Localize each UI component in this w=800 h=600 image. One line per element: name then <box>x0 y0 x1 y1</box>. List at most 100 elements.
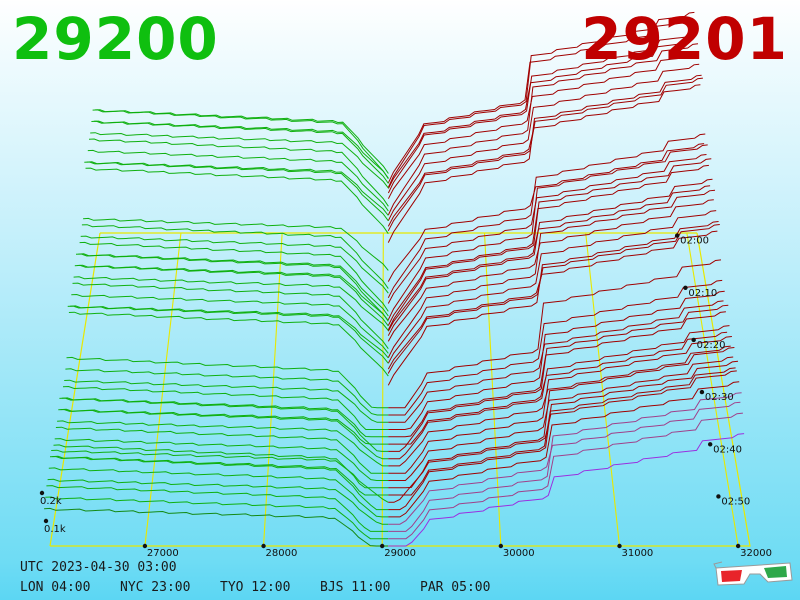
bid-curve <box>71 293 389 354</box>
price-tick-mark <box>142 543 148 549</box>
ask-curve <box>387 39 694 189</box>
utc-time: UTC 2023-04-30 03:00 <box>20 560 177 575</box>
ask-curve <box>387 185 711 332</box>
ask-curve <box>387 210 717 364</box>
ask-curve <box>387 154 707 304</box>
city-time-tyo: TYO 12:00 <box>220 580 291 595</box>
bid-curve <box>64 379 389 423</box>
price-tick-mark <box>617 543 622 549</box>
ask-curve <box>388 311 726 438</box>
bid-curve <box>73 276 389 331</box>
bid-curve <box>66 356 389 409</box>
ask-curve <box>387 158 712 331</box>
volume-tick-mark <box>43 518 49 524</box>
time-tick-label: 02:50 <box>721 496 750 507</box>
bid-curve <box>78 253 389 317</box>
ask-curve <box>387 18 692 184</box>
bid-curve <box>51 449 389 503</box>
bid-curve <box>65 368 389 416</box>
bid-curve <box>90 132 389 189</box>
ask-curve <box>388 336 732 474</box>
grid-line-price <box>686 232 739 547</box>
bid-curve <box>88 138 389 207</box>
ask-curve <box>388 279 723 416</box>
bid-curve <box>75 253 389 322</box>
bid-curve <box>46 485 389 532</box>
ask-curve <box>387 52 697 199</box>
bid-curve <box>68 311 389 377</box>
time-tick-mark <box>683 285 688 290</box>
grid-line-price <box>144 232 182 547</box>
time-tick-label: 02:20 <box>697 340 726 351</box>
ask-curve <box>387 74 702 243</box>
bid-curve <box>84 161 389 222</box>
bid-curve <box>72 282 389 349</box>
ask-curve <box>388 433 745 547</box>
ask-curve <box>388 331 728 445</box>
bid-curve <box>55 426 389 474</box>
volume-tick-label: 0.2k <box>40 496 62 507</box>
time-tick-label: 02:10 <box>688 288 717 299</box>
bid-curve <box>59 397 389 452</box>
bid-curve <box>81 224 389 289</box>
ask-curve <box>388 325 730 460</box>
bid-curve <box>47 478 389 525</box>
bid-curve <box>49 455 389 511</box>
time-tick-mark <box>691 337 696 343</box>
bid-curve <box>53 444 389 489</box>
ask-curve <box>388 259 722 409</box>
price-axis: 27000 28000 29000 30000 31000 32000 <box>142 543 772 559</box>
ask-curve <box>388 370 737 503</box>
grid-line-price <box>585 232 621 547</box>
time-tick-mark <box>716 494 721 499</box>
volume-tick-mark <box>39 490 45 496</box>
price-tick-mark <box>261 543 266 549</box>
price-tick-mark <box>498 543 504 549</box>
time-tick-mark <box>707 442 713 447</box>
depth-curves <box>44 11 745 547</box>
bid-curve <box>45 496 389 540</box>
time-axis: 02:00 02:10 02:20 02:30 02:40 02:50 <box>674 233 750 507</box>
grid-line-price <box>263 232 283 547</box>
ask-curve <box>387 32 696 194</box>
bid-curve <box>80 235 389 294</box>
ask-price: 29201 <box>581 5 788 73</box>
bid-curve <box>57 420 389 467</box>
ask-curve <box>387 189 716 358</box>
price-tick-label: 29000 <box>384 548 416 559</box>
ask-curve <box>388 401 741 525</box>
price-tick-label: 28000 <box>266 548 298 559</box>
city-time-bjs: BJS 11:00 <box>320 580 391 595</box>
bid-curve <box>58 408 389 460</box>
3d-glasses-icon[interactable] <box>712 560 794 590</box>
ask-curve <box>387 164 709 326</box>
ask-curve <box>388 347 735 489</box>
ask-curve <box>387 133 706 299</box>
ask-curve <box>387 221 719 386</box>
ask-curve <box>388 392 742 532</box>
ask-curve <box>388 412 743 540</box>
city-time-par: PAR 05:00 <box>420 580 491 595</box>
ask-curve <box>388 381 740 518</box>
time-tick-label: 02:40 <box>713 444 742 455</box>
bid-curve <box>61 397 389 438</box>
ask-curve <box>388 360 739 511</box>
city-time-lon: LON 04:00 <box>20 580 91 595</box>
time-tick-mark <box>699 389 705 395</box>
bid-curve <box>62 385 389 430</box>
bid-curve <box>92 109 389 180</box>
ask-curve <box>387 84 701 227</box>
bid-curve <box>44 507 389 547</box>
price-tick-mark <box>380 543 385 549</box>
volume-axis: 0.1k 0.2k <box>39 490 66 535</box>
bid-curve <box>86 161 389 216</box>
bid-curve <box>67 305 389 364</box>
ask-curve <box>388 304 729 452</box>
ask-curve <box>388 290 725 430</box>
ask-curve <box>387 43 699 216</box>
bid-price: 29200 <box>12 5 219 73</box>
ask-curve <box>388 345 731 467</box>
volume-tick-label: 0.1k <box>44 524 66 535</box>
price-tick-label: 31000 <box>621 548 653 559</box>
ask-curve <box>387 77 703 232</box>
